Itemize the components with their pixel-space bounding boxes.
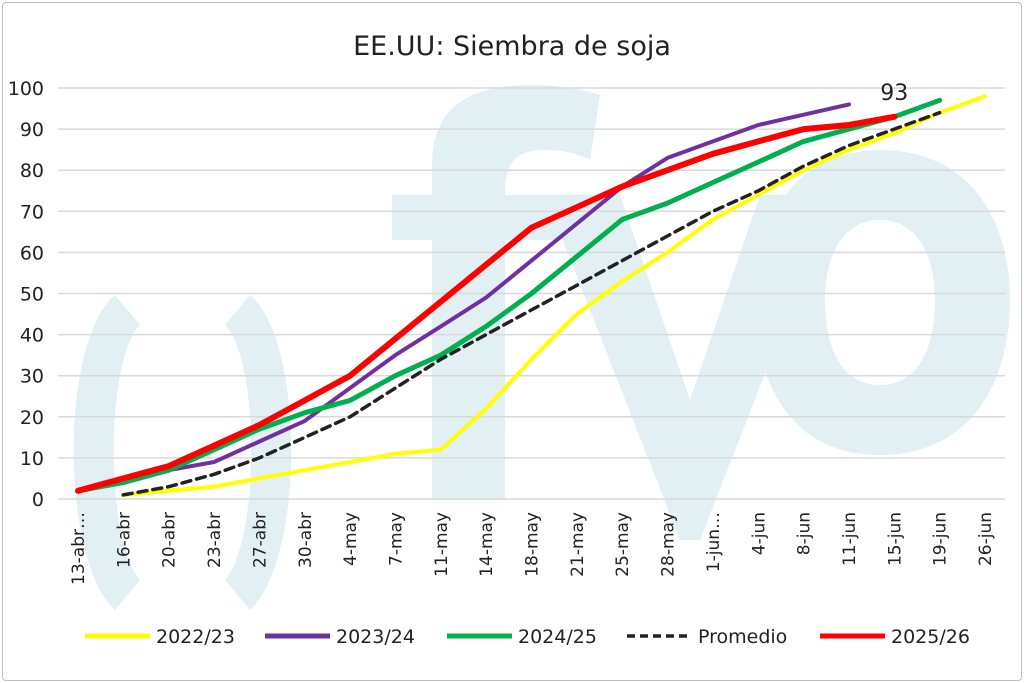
x-tick-label: 13-abr… bbox=[69, 512, 89, 585]
watermark-right-arc bbox=[225, 295, 292, 610]
x-tick-label: 21-may bbox=[568, 512, 588, 577]
legend-label: 2022/23 bbox=[156, 626, 235, 648]
y-tick-label: 60 bbox=[20, 242, 44, 264]
legend-item: 2024/25 bbox=[447, 626, 597, 648]
x-tick-label: 19-jun bbox=[931, 512, 951, 566]
watermark-left-arc bbox=[73, 295, 140, 610]
x-tick-label: 4-jun bbox=[749, 512, 769, 555]
x-tick-label: 11-jun bbox=[840, 512, 860, 566]
y-tick-label: 10 bbox=[20, 448, 44, 470]
x-tick-label: 15-jun bbox=[885, 512, 905, 566]
y-tick-label: 50 bbox=[20, 284, 44, 306]
x-tick-label: 1-jun… bbox=[704, 512, 724, 572]
legend-item: Promedio bbox=[627, 626, 787, 648]
series-202526 bbox=[75, 113, 898, 494]
watermark-f-shape bbox=[392, 85, 600, 500]
x-tick-label: 28-may bbox=[659, 512, 679, 577]
watermark-logo bbox=[73, 85, 1010, 610]
series-line bbox=[75, 97, 943, 494]
series-202223 bbox=[121, 94, 987, 497]
x-tick-label: 25-may bbox=[613, 512, 633, 577]
x-tick-label: 18-may bbox=[523, 512, 543, 577]
x-tick-label: 16-abr bbox=[114, 512, 134, 568]
y-tick-label: 30 bbox=[20, 366, 44, 388]
x-tick-label: 20-abr bbox=[160, 512, 180, 568]
legend-item: 2022/23 bbox=[85, 626, 235, 648]
y-tick-label: 80 bbox=[20, 160, 44, 182]
watermark-o-shape bbox=[755, 150, 1010, 455]
x-tick-label: 26-jun bbox=[976, 512, 996, 566]
y-tick-label: 90 bbox=[20, 119, 44, 141]
x-tick-label: 14-may bbox=[477, 512, 497, 577]
x-tick-label: 11-may bbox=[432, 512, 452, 577]
legend-label: 2025/26 bbox=[891, 626, 970, 648]
x-tick-label: 30-abr bbox=[296, 512, 316, 568]
y-tick-label: 20 bbox=[20, 407, 44, 429]
x-tick-label: 27-abr bbox=[250, 512, 270, 568]
legend-item: 2023/24 bbox=[265, 626, 415, 648]
series-Promedio bbox=[121, 110, 942, 497]
legend-label: 2023/24 bbox=[336, 626, 415, 648]
series-line bbox=[121, 94, 987, 497]
x-tick-label: 4-may bbox=[341, 512, 361, 566]
x-tick-label: 7-may bbox=[386, 512, 406, 566]
y-tick-label: 100 bbox=[8, 78, 44, 100]
legend-label: Promedio bbox=[698, 626, 787, 648]
data-label: 93 bbox=[880, 81, 908, 106]
chart-title: EE.UU: Siembra de soja bbox=[353, 31, 671, 62]
x-tick-label: 8-jun bbox=[795, 512, 815, 555]
y-tick-label: 40 bbox=[20, 325, 44, 347]
legend-label: 2024/25 bbox=[518, 626, 597, 648]
x-tick-label: 23-abr bbox=[205, 512, 225, 568]
y-tick-label: 0 bbox=[32, 489, 44, 511]
y-tick-label: 70 bbox=[20, 201, 44, 223]
legend-item: 2025/26 bbox=[820, 626, 970, 648]
